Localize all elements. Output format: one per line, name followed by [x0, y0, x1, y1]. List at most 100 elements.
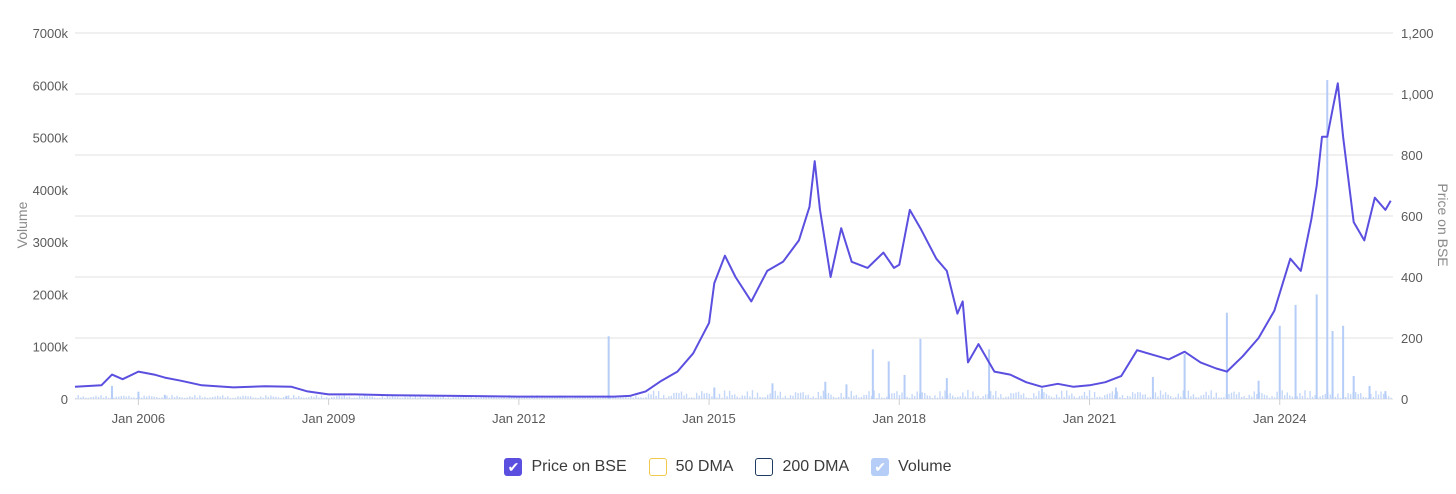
volume-bar — [1182, 390, 1185, 399]
volume-bar — [1055, 394, 1058, 399]
volume-bar — [721, 397, 723, 399]
volume-bar — [353, 397, 356, 399]
volume-bar — [1081, 395, 1083, 399]
volume-bar — [921, 392, 923, 399]
volume-bar — [1349, 394, 1352, 399]
volume-bar — [1207, 395, 1210, 399]
volume-bar — [1183, 354, 1186, 399]
volume-bar — [1390, 397, 1392, 399]
left-axis-ticks: 0 1000k 2000k 3000k 4000k 5000k 6000k 7000k — [33, 26, 69, 407]
volume-bar — [1131, 392, 1134, 399]
volume-bar — [964, 396, 967, 399]
volume-bar — [1324, 393, 1326, 399]
volume-bar — [145, 396, 148, 399]
volume-bar — [822, 390, 825, 399]
volume-bar — [589, 397, 591, 399]
volume-bar — [130, 397, 133, 399]
volume-bar — [1000, 394, 1002, 399]
volume-bar — [962, 392, 964, 399]
volume-bar — [995, 390, 997, 399]
volume-bar — [189, 396, 191, 399]
volume-bar — [176, 395, 178, 399]
volume-bar — [665, 397, 667, 399]
volume-bar — [734, 394, 736, 399]
legend: ✔ Price on BSE 50 DMA 200 DMA ✔ Volume — [0, 458, 1456, 476]
volume-bar — [701, 391, 703, 399]
volume-bar — [1040, 388, 1043, 399]
volume-bar — [906, 396, 908, 399]
volume-bar — [493, 396, 495, 399]
volume-bar — [1177, 393, 1179, 399]
volume-bar — [244, 395, 247, 399]
volume-bar — [156, 396, 158, 399]
volume-bar — [346, 397, 348, 399]
volume-bar — [1022, 393, 1025, 399]
volume-bar — [488, 396, 490, 399]
volume-bar — [652, 390, 655, 399]
left-tick-label: 7000k — [33, 26, 69, 41]
volume-bar — [1139, 392, 1141, 399]
volume-bar — [984, 394, 987, 399]
volume-bar — [308, 397, 310, 399]
legend-item-50-dma[interactable]: 50 DMA — [648, 458, 733, 476]
volume-bar — [1382, 393, 1385, 399]
volume-bar — [199, 395, 201, 399]
volume-bar — [490, 396, 493, 399]
volume-bar — [1322, 395, 1324, 399]
legend-item-200-dma[interactable]: 200 DMA — [755, 458, 849, 476]
volume-bar — [1129, 396, 1131, 399]
volume-bar — [82, 396, 85, 399]
volume-bar — [893, 393, 896, 399]
volume-bar — [824, 381, 827, 399]
volume-bar — [802, 392, 804, 399]
volume-bar — [607, 336, 610, 399]
volume-bar — [1071, 393, 1073, 399]
volume-bar — [100, 395, 102, 399]
volume-bar — [924, 392, 926, 399]
volume-bar — [280, 397, 282, 399]
volume-bar — [1068, 395, 1070, 399]
volume-bar — [336, 396, 338, 399]
volume-bar — [389, 397, 391, 399]
volume-bar — [992, 395, 994, 399]
volume-bar — [1030, 397, 1032, 399]
legend-item-price-on-bse[interactable]: ✔ Price on BSE — [504, 458, 627, 476]
volume-bar — [343, 395, 346, 399]
volume-bar — [1142, 394, 1144, 399]
volume-bar — [505, 397, 508, 399]
volume-bar — [1360, 393, 1362, 399]
volume-bar — [640, 397, 642, 399]
volume-bar — [158, 397, 161, 399]
volume-bar — [881, 397, 883, 399]
volume-bar — [518, 397, 520, 399]
volume-bar — [265, 395, 267, 399]
volume-bar — [1319, 396, 1321, 399]
volume-bar — [275, 396, 277, 399]
checkbox-empty-icon[interactable] — [755, 458, 774, 476]
volume-bar — [298, 395, 300, 399]
volume-bar — [617, 397, 619, 399]
checkbox-checked-icon[interactable]: ✔ — [504, 458, 523, 476]
volume-bar — [216, 395, 219, 399]
volume-bar — [305, 397, 308, 399]
volume-bar — [1276, 391, 1278, 399]
checkbox-checked-icon[interactable]: ✔ — [871, 458, 890, 476]
volume-bar — [561, 397, 564, 399]
right-axis-ticks: 0 200 400 600 800 1,000 1,200 — [1401, 26, 1434, 407]
legend-label: 200 DMA — [782, 458, 850, 475]
volume-bar — [619, 397, 622, 399]
volume-bar — [386, 395, 389, 399]
volume-bar — [450, 397, 452, 399]
legend-item-volume[interactable]: ✔ Volume — [871, 458, 952, 476]
volume-bar — [799, 392, 802, 399]
volume-bar — [1040, 393, 1043, 399]
volume-bar — [695, 392, 698, 399]
checkbox-empty-icon[interactable] — [648, 458, 667, 476]
volume-bar — [465, 395, 467, 399]
volume-bar — [455, 396, 457, 399]
volume-bar — [384, 397, 386, 399]
volume-bar — [472, 397, 475, 399]
volume-bar — [183, 397, 186, 399]
x-axis-ticks: Jan 2006 Jan 2009 Jan 2012 Jan 2015 Jan 2018… — [112, 399, 1306, 426]
volume-bar — [422, 397, 424, 399]
